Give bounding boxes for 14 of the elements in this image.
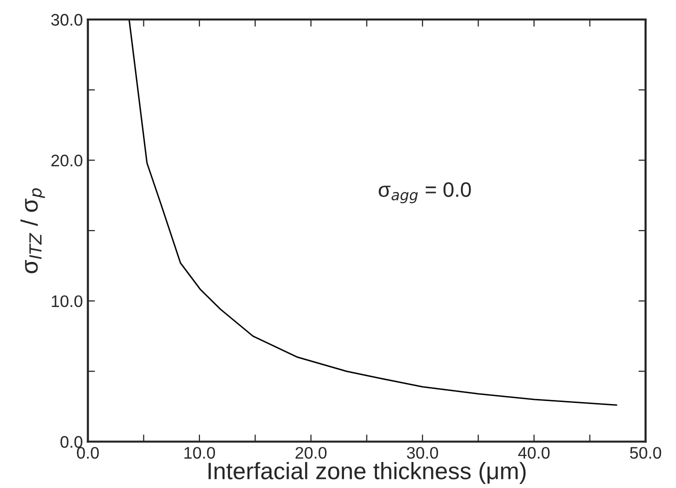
x-tick-label: 20.0 xyxy=(296,446,327,459)
y-axis-title: σ$_{ITZ}$ / σ$_{p}$ xyxy=(20,188,45,274)
x-tick-label: 0.0 xyxy=(76,446,99,459)
x-tick-label: 30.0 xyxy=(406,446,438,459)
annotation: σ$_{agg}$ = 0.0 xyxy=(378,182,471,204)
y-tick-label: 10.0 xyxy=(52,295,82,308)
x-axis-title: Interfacial zone thickness (μm) xyxy=(208,462,526,484)
y-tick-label: 20.0 xyxy=(51,154,82,166)
y-tick-label: 30.0 xyxy=(51,14,82,26)
x-tick-label: 10.0 xyxy=(184,446,215,459)
x-tick-label: 40.0 xyxy=(518,446,550,459)
x-tick-label: 50.0 xyxy=(630,446,662,459)
line-series xyxy=(128,20,618,406)
y-tick-label: 0.0 xyxy=(60,436,82,448)
